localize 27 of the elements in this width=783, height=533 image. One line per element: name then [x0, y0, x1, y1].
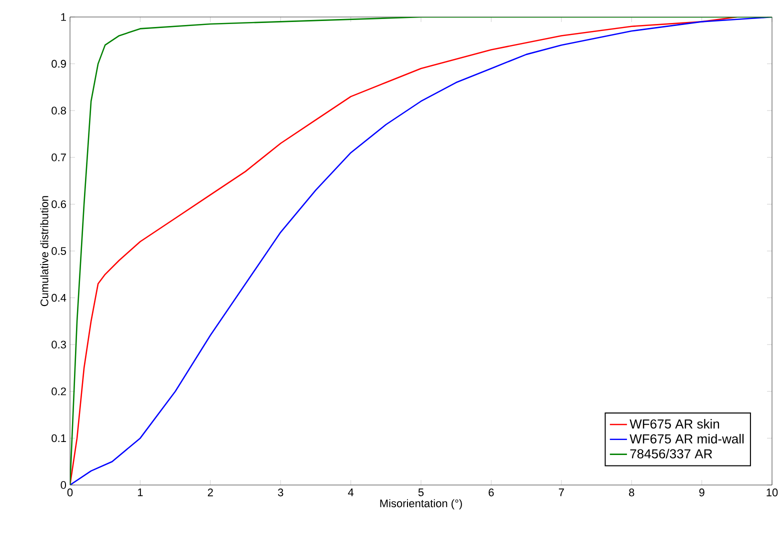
x-axis-title: Misorientation (°)	[380, 499, 462, 510]
x-tick-label: 4	[348, 488, 354, 496]
y-tick-label: 0.5	[52, 247, 66, 255]
y-tick-label: 1	[61, 13, 66, 21]
y-tick-label: 0.6	[52, 200, 66, 208]
x-tick-label: 7	[558, 488, 564, 496]
y-tick-label: 0	[60, 481, 66, 489]
y-tick-label: 0.3	[52, 340, 66, 348]
legend-label: WF675 AR mid-wall	[630, 434, 744, 444]
x-tick-label: 9	[699, 488, 704, 496]
x-tick-label: 0	[67, 488, 73, 496]
x-tick-label: 6	[488, 488, 494, 496]
legend-label: WF675 AR skin	[630, 419, 720, 429]
y-axis-title: Cumulative distribution	[40, 196, 48, 306]
y-tick-label: 0.9	[52, 60, 66, 68]
legend-label: 78456/337 AR	[630, 448, 712, 458]
x-tick-label: 8	[629, 488, 634, 496]
x-tick-label: 5	[418, 488, 424, 496]
y-tick-label: 0.4	[52, 294, 66, 302]
x-tick-label: 10	[766, 488, 778, 496]
x-tick-label: 3	[278, 488, 284, 496]
y-tick-label: 0.1	[52, 434, 66, 442]
x-tick-label: 1	[138, 488, 143, 496]
x-tick-label: 2	[208, 488, 213, 496]
y-tick-label: 0.8	[52, 106, 66, 114]
y-tick-label: 0.2	[52, 388, 66, 396]
y-tick-label: 0.7	[52, 154, 66, 162]
